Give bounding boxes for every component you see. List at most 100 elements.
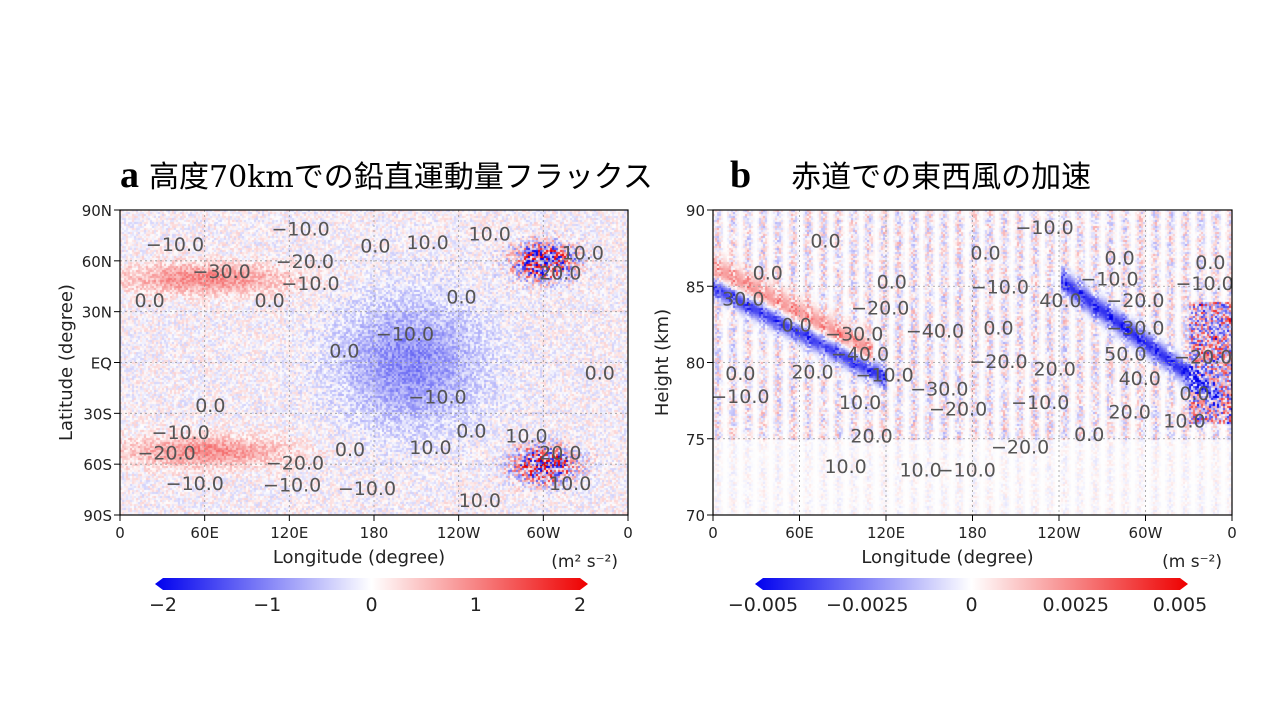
contour-label: 20.0 — [850, 426, 892, 448]
contour-label: 0.0 — [195, 395, 225, 417]
y-tick-label: 60S — [83, 456, 112, 474]
x-axis-title: Longitude (degree) — [273, 547, 445, 568]
contour-label: 20.0 — [1108, 401, 1150, 423]
contour-label: −10.0 — [408, 386, 466, 408]
contour-label: 20.0 — [1034, 359, 1076, 381]
colorbar-tick-label: 0 — [365, 594, 377, 616]
colorbar-tick-label: 0.0025 — [1043, 594, 1109, 616]
colorbar-tick-label: 0.005 — [1153, 594, 1207, 616]
contour-label: −20.0 — [137, 442, 195, 464]
contour-label: −20.0 — [851, 298, 909, 320]
contour-label: 10.0 — [839, 392, 881, 414]
contour-label: 20.0 — [791, 362, 833, 384]
contour-label: 10.0 — [406, 232, 448, 254]
y-tick-label: 90N — [82, 202, 112, 220]
contour-label: −30.0 — [825, 324, 883, 346]
x-tick-label: 120E — [867, 524, 905, 542]
contour-label: −10.0 — [146, 234, 204, 256]
contour-label: 10.0 — [469, 224, 511, 246]
contour-label: 0.0 — [753, 263, 783, 285]
contour-label: −10.0 — [855, 365, 913, 387]
x-tick-label: 120E — [270, 524, 308, 542]
panel-a-title: a 高度70kmでの鉛直運動量フラックス — [120, 152, 653, 197]
y-tick-label: 30N — [82, 304, 112, 322]
contour-label: −20.0 — [266, 452, 324, 474]
contour-label: 20.0 — [539, 442, 581, 464]
contour-label: 0.0 — [970, 243, 1000, 265]
colorbar-tick-label: −2 — [149, 594, 177, 616]
y-tick-label: 90S — [83, 507, 112, 525]
contour-label: 40.0 — [1039, 290, 1081, 312]
contour-label: −10.0 — [281, 273, 339, 295]
contour-label: −10.0 — [338, 478, 396, 500]
contour-label: −10.0 — [1080, 269, 1138, 291]
colorbar — [755, 578, 1188, 590]
contour-label: 0.0 — [360, 236, 390, 258]
contour-label: 0.0 — [135, 290, 165, 312]
x-tick-label: 0 — [708, 524, 718, 542]
contour-label: 0.0 — [1074, 424, 1104, 446]
contour-label: 0.0 — [877, 272, 907, 294]
x-tick-label: 180 — [360, 524, 389, 542]
contour-label: 0.0 — [983, 317, 1013, 339]
contour-label: −10.0 — [166, 473, 224, 495]
contour-label: 10.0 — [562, 242, 604, 264]
contour-label: 10.0 — [505, 425, 547, 447]
contour-label: −10.0 — [711, 386, 769, 408]
colorbar-tick-label: 0 — [965, 594, 977, 616]
contour-label: −10.0 — [272, 219, 330, 241]
contour-label: 0.0 — [810, 231, 840, 253]
contour-label: 0.0 — [585, 363, 615, 385]
contour-label: −10.0 — [152, 422, 210, 444]
contour-label: −30.0 — [192, 261, 250, 283]
contour-label: 0.0 — [446, 286, 476, 308]
panel-b-title: b 赤道での東西風の加速 — [730, 152, 1091, 197]
contour-label: 0.0 — [782, 314, 812, 336]
y-tick-label: 30S — [83, 405, 112, 423]
contour-label: −30.0 — [1106, 317, 1164, 339]
contour-label: −40.0 — [906, 320, 964, 342]
colorbar-tick-label: −0.0025 — [826, 594, 908, 616]
contour-label: −10.0 — [938, 459, 996, 481]
contour-label: 20.0 — [539, 263, 581, 285]
x-tick-label: 0 — [1227, 524, 1237, 542]
contour-label: −20.0 — [276, 251, 334, 273]
contour-label: 10.0 — [824, 456, 866, 478]
y-tick-label: 80 — [686, 355, 705, 373]
contour-label: 0.0 — [456, 420, 486, 442]
contour-label: −10.0 — [971, 276, 1029, 298]
x-tick-label: 180 — [958, 524, 987, 542]
contour-label: 0.0 — [1104, 247, 1134, 269]
contour-label: −20.0 — [929, 398, 987, 420]
x-axis-title: Longitude (degree) — [861, 547, 1033, 568]
contour-label: 10.0 — [409, 437, 451, 459]
contour-label: −10.0 — [1015, 217, 1073, 239]
contour-label: −20.0 — [969, 351, 1027, 373]
units-label: (m² s⁻²) — [551, 552, 618, 572]
x-tick-label: 120W — [437, 524, 481, 542]
contour-label: 50.0 — [1104, 343, 1146, 365]
panel-a-title-text: 高度70kmでの鉛直運動量フラックス — [149, 160, 653, 195]
contour-label: 10.0 — [899, 459, 941, 481]
x-tick-label: 60W — [1129, 524, 1163, 542]
y-axis-title: Latitude (degree) — [56, 284, 77, 441]
contour-label: 10.0 — [1163, 410, 1205, 432]
units-label: (m s⁻²) — [1162, 552, 1222, 572]
y-tick-label: 75 — [686, 431, 705, 449]
y-tick-label: 60N — [82, 253, 112, 271]
x-tick-label: 0 — [623, 524, 633, 542]
contour-label: −20.0 — [991, 436, 1049, 458]
contour-label: −10.0 — [376, 324, 434, 346]
x-tick-label: 60E — [785, 524, 814, 542]
colorbar — [155, 578, 588, 590]
colorbar-tick-label: 1 — [470, 594, 482, 616]
contour-label: −20.0 — [1106, 290, 1164, 312]
colorbar-tick-label: −1 — [253, 594, 281, 616]
panel-a-letter: a — [120, 154, 139, 196]
y-tick-label: 70 — [686, 507, 705, 525]
contour-label: −10.0 — [1011, 392, 1069, 414]
x-tick-label: 60W — [526, 524, 560, 542]
x-tick-label: 0 — [115, 524, 125, 542]
contour-label: 10.0 — [549, 473, 591, 495]
